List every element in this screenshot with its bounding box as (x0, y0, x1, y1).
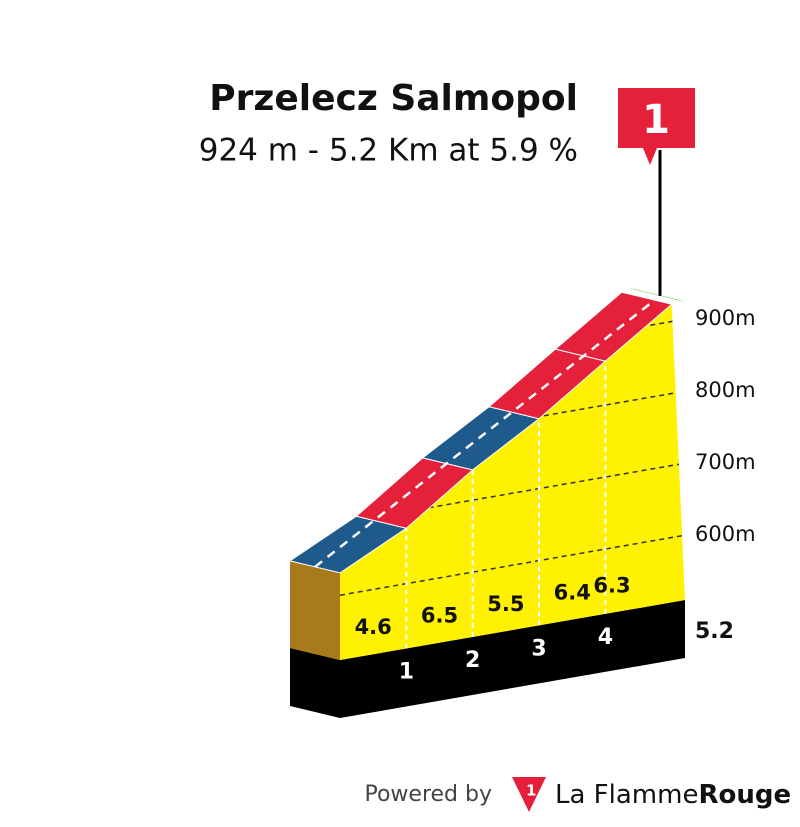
footer: Powered by 1 La FlammeRouge (364, 777, 791, 812)
base-side (290, 648, 340, 718)
x-tick-label: 3 (531, 636, 546, 661)
flag (618, 88, 695, 165)
profile-face (340, 304, 685, 660)
summit-cap (629, 287, 685, 302)
y-tick-label: 700m (695, 450, 756, 474)
x-tick-label: 2 (465, 648, 480, 673)
gradient-label: 6.3 (593, 574, 630, 598)
flag-label: 1 (642, 97, 670, 143)
brand-light: La Flamme (555, 780, 698, 810)
chart-subtitle: 924 m - 5.2 Km at 5.9 % (199, 133, 578, 169)
gradient-label: 4.6 (355, 615, 392, 639)
gradient-label: 6.5 (421, 604, 458, 628)
brand-logo-mark: 1 (526, 782, 536, 800)
gradient-label: 5.5 (487, 592, 524, 616)
plot: 600m 700m 800m 900m 1 2 3 4 5.2 4.6 6.5 5.5 6.4 6.3 1 (288, 88, 756, 718)
x-tick-label: 1 (399, 659, 414, 684)
grid-line (340, 534, 685, 596)
chart-title: Przelecz Salmopol (209, 78, 578, 119)
x-tick-label: 4 (598, 625, 613, 650)
base-front (340, 600, 685, 718)
y-tick-label: 600m (695, 522, 756, 546)
x-end-label: 5.2 (695, 619, 734, 644)
brand-logo (512, 777, 546, 812)
y-tick-label: 800m (695, 378, 756, 402)
y-tick-label: 900m (695, 306, 756, 330)
brand-name: La FlammeRouge (555, 780, 791, 810)
side-wall (290, 560, 340, 660)
gradient-label: 6.4 (554, 581, 591, 605)
powered-by: Powered by (364, 782, 492, 807)
brand-bold: Rouge (698, 780, 791, 810)
